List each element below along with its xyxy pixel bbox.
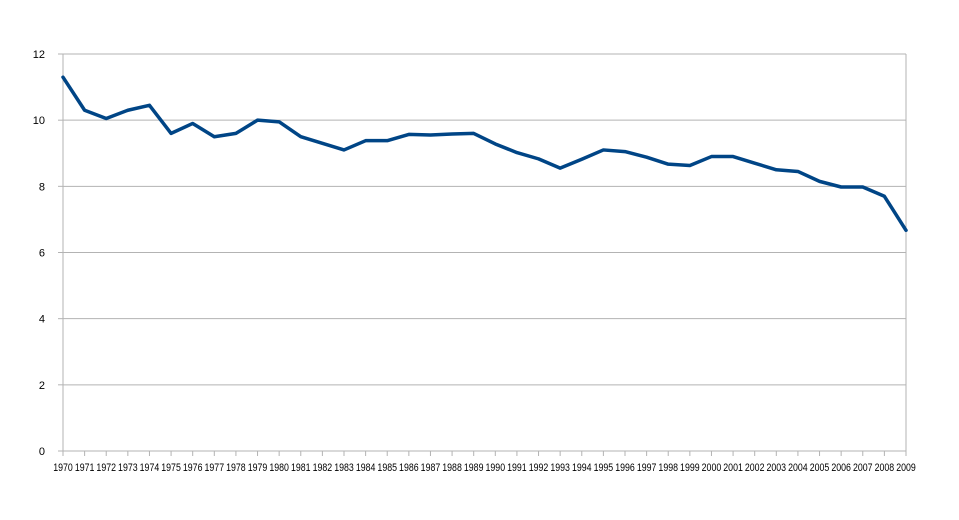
- x-tick-label: 1981: [291, 462, 311, 474]
- x-tick-label: 2000: [702, 462, 722, 474]
- x-tick-label: 1986: [399, 462, 419, 474]
- data-point: [515, 151, 518, 154]
- x-tick-label: 1973: [118, 462, 138, 474]
- x-tick-label: 1994: [572, 462, 592, 474]
- x-tick-label: 1983: [334, 462, 354, 474]
- x-tick-label: 1970: [53, 462, 73, 474]
- x-tick-label: 1976: [183, 462, 203, 474]
- data-point: [299, 135, 302, 138]
- data-point: [840, 185, 843, 188]
- y-tick-label: 4: [39, 314, 45, 326]
- x-tick-label: 1999: [680, 462, 700, 474]
- data-point: [796, 170, 799, 173]
- data-point: [62, 76, 65, 79]
- data-point: [688, 164, 691, 167]
- data-point: [191, 122, 194, 125]
- x-tick-label: 1980: [269, 462, 289, 474]
- y-tick-label: 12: [33, 49, 45, 61]
- data-point: [451, 133, 454, 136]
- y-tick-label: 0: [39, 446, 45, 458]
- data-point: [818, 180, 821, 183]
- data-point: [494, 142, 497, 145]
- data-point: [278, 120, 281, 123]
- x-tick-label: 1985: [377, 462, 397, 474]
- data-point: [213, 135, 216, 138]
- data-point: [170, 132, 173, 135]
- x-tick-label: 1974: [140, 462, 160, 474]
- x-tick-label: 1996: [615, 462, 635, 474]
- data-point: [148, 104, 151, 107]
- x-tick-label: 2006: [831, 462, 851, 474]
- data-point: [602, 148, 605, 151]
- x-tick-label: 2005: [810, 462, 830, 474]
- x-tick-label: 1991: [507, 462, 527, 474]
- data-point: [429, 134, 432, 137]
- data-point: [343, 148, 346, 151]
- axes: [58, 53, 907, 456]
- data-point: [732, 155, 735, 158]
- x-tick-label: 2007: [853, 462, 873, 474]
- data-point: [126, 109, 129, 112]
- data-point: [234, 132, 237, 135]
- series-layer: [61, 75, 908, 233]
- x-tick-label: 1972: [96, 462, 116, 474]
- x-tick-label: 1998: [658, 462, 678, 474]
- x-tick-label: 1989: [464, 462, 484, 474]
- series-line-0: [61, 75, 908, 233]
- x-tick-label: 1987: [421, 462, 441, 474]
- x-tick-label: 2009: [896, 462, 916, 474]
- y-tick-labels: 0 2 4 6 8 10 12: [33, 49, 45, 458]
- data-point: [472, 132, 475, 135]
- data-point: [364, 139, 367, 142]
- x-tick-label: 1979: [248, 462, 268, 474]
- x-tick-label: 2001: [723, 462, 743, 474]
- y-tick-label: 2: [39, 380, 45, 392]
- data-point: [883, 195, 886, 198]
- gridlines: [63, 53, 906, 452]
- data-point: [753, 162, 756, 165]
- data-point: [775, 168, 778, 171]
- data-point: [386, 139, 389, 142]
- x-tick-label: 2002: [745, 462, 765, 474]
- data-point: [710, 155, 713, 158]
- x-tick-label: 2003: [767, 462, 787, 474]
- data-point: [321, 142, 324, 145]
- data-point: [256, 119, 259, 122]
- x-tick-label: 1990: [486, 462, 506, 474]
- data-point: [905, 229, 908, 232]
- data-point: [559, 167, 562, 170]
- x-tick-label: 1988: [442, 462, 462, 474]
- x-tick-label: 2008: [875, 462, 895, 474]
- x-tick-label: 1975: [161, 462, 181, 474]
- data-point: [861, 185, 864, 188]
- x-tick-label: 2004: [788, 462, 808, 474]
- x-tick-label: 1982: [313, 462, 333, 474]
- data-point: [624, 150, 627, 153]
- data-point: [105, 117, 108, 120]
- data-point: [83, 109, 86, 112]
- y-tick-label: 10: [33, 115, 45, 127]
- x-tick-label: 1995: [594, 462, 614, 474]
- x-tick-label: 1978: [226, 462, 246, 474]
- x-tick-label: 1993: [550, 462, 570, 474]
- x-tick-label: 1977: [205, 462, 225, 474]
- x-tick-label: 1997: [637, 462, 657, 474]
- x-tick-label: 1971: [75, 462, 95, 474]
- data-point: [537, 157, 540, 160]
- data-point: [667, 163, 670, 166]
- data-point: [580, 158, 583, 161]
- data-point: [645, 156, 648, 159]
- x-tick-labels: 1970 1971 1972 1973 1974 1975 1976 1977 1978 1979…: [53, 462, 916, 474]
- x-tick-label: 1984: [356, 462, 376, 474]
- x-tick-label: 1992: [529, 462, 549, 474]
- y-tick-label: 6: [39, 248, 45, 260]
- y-tick-label: 8: [39, 181, 45, 193]
- data-point: [407, 133, 410, 136]
